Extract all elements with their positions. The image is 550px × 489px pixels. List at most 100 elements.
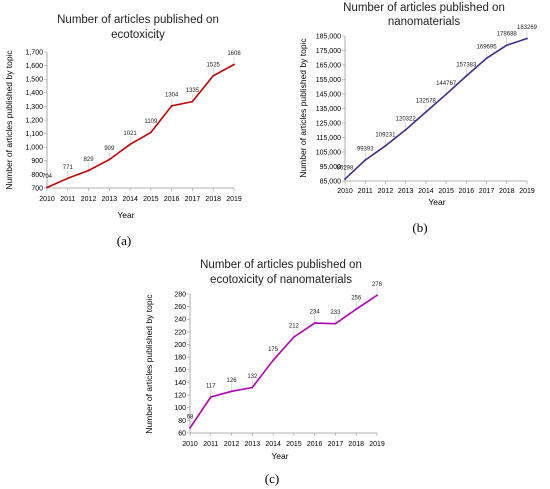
x-tick-label: 2010 [39, 196, 55, 203]
data-label: 157383 [456, 63, 477, 69]
data-point [170, 104, 173, 107]
x-tick-label: 2017 [328, 441, 344, 448]
figure-caption: (a) [117, 233, 131, 248]
data-point [344, 178, 346, 181]
y-tick-label: 1,300 [25, 104, 43, 111]
data-label: 704 [42, 174, 53, 180]
data-point [485, 57, 488, 60]
y-tick-label: 120 [174, 392, 186, 399]
y-tick-label: 1,200 [25, 117, 43, 124]
figure-caption: (c) [265, 471, 279, 486]
x-axis-title: Year [428, 197, 445, 207]
y-tick-label: 700 [31, 185, 43, 192]
series-line [189, 294, 378, 429]
data-label: 234 [310, 310, 321, 316]
data-label: 1525 [207, 62, 221, 68]
y-tick-label: 1,400 [25, 90, 43, 97]
x-tick-label: 2018 [205, 196, 221, 203]
y-tick-label: 1,700 [25, 49, 43, 56]
x-tick-label: 2019 [519, 188, 535, 195]
data-label: 278 [372, 282, 383, 288]
data-point [46, 186, 48, 189]
data-label: 1335 [186, 88, 200, 94]
data-label: 829 [84, 157, 95, 163]
y-tick-label: 200 [174, 342, 186, 349]
x-tick-label: 2012 [224, 441, 240, 448]
data-label: 183269 [517, 25, 538, 31]
data-point [445, 93, 448, 96]
chart-title-line-2: nanomaterials [388, 16, 460, 28]
x-tick-label: 2013 [245, 441, 261, 448]
data-point [230, 390, 233, 393]
series-line [46, 63, 235, 189]
x-tick-label: 2011 [358, 188, 373, 195]
data-point [292, 336, 295, 338]
y-tick-label: 155,000 [316, 77, 341, 84]
y-tick-label: 1,000 [25, 145, 43, 152]
data-point [376, 294, 378, 297]
x-tick-label: 2011 [203, 441, 218, 448]
data-label: 771 [63, 165, 74, 171]
data-label: 86298 [337, 166, 354, 172]
chart-nanomaterials: Number of articles published on nanomate… [298, 2, 538, 235]
y-tick-label: 220 [174, 329, 186, 336]
data-label: 1021 [123, 131, 137, 137]
x-tick-label: 2014 [265, 441, 281, 448]
x-tick-label: 2015 [286, 441, 302, 448]
data-label: 169695 [477, 45, 498, 51]
chart-panel-b: Number of articles published on nanomate… [278, 0, 550, 250]
y-tick-label: 135,000 [316, 106, 341, 113]
y-tick-label: 105,000 [316, 149, 341, 156]
y-tick-label: 1,500 [25, 77, 43, 84]
x-tick-label: 2013 [102, 196, 118, 203]
chart-panel-a: Number of articles published on ecotoxic… [0, 0, 270, 250]
data-point [384, 144, 387, 147]
series-line [344, 37, 528, 180]
data-point [233, 63, 235, 66]
data-point [189, 427, 191, 429]
y-tick-label: 1,600 [25, 63, 43, 70]
chart-ecotoxicity: Number of articles published on ecotoxic… [4, 14, 242, 248]
figure-caption: (b) [412, 220, 427, 235]
x-tick-label: 2017 [185, 196, 201, 203]
x-axis-title: Year [117, 210, 134, 220]
data-label: 1608 [227, 51, 241, 57]
data-point [149, 131, 152, 134]
data-label: 109231 [375, 132, 396, 138]
data-point [355, 308, 358, 311]
x-axis-title: Year [271, 451, 288, 461]
data-point [526, 37, 528, 40]
chart-title-line-1: Number of articles published on [200, 259, 362, 271]
y-tick-label: 85,000 [320, 178, 342, 185]
x-tick-label: 2017 [479, 188, 495, 195]
y-tick-label: 80 [178, 418, 186, 425]
chart-panel-c: Number of articles published on ecotoxic… [140, 250, 400, 489]
data-point [465, 75, 468, 77]
y-tick-label: 95,000 [320, 164, 342, 171]
data-label: 256 [351, 296, 362, 302]
data-label: 178688 [497, 32, 518, 38]
data-point [129, 143, 132, 146]
data-point [191, 100, 194, 103]
x-tick-label: 2011 [60, 196, 75, 203]
y-tick-label: 115,000 [316, 135, 341, 142]
y-tick-label: 100 [174, 405, 186, 412]
data-point [334, 322, 337, 325]
data-label: 233 [330, 310, 341, 316]
x-tick-label: 2018 [348, 441, 364, 448]
y-tick-label: 260 [174, 304, 186, 311]
x-tick-label: 2012 [81, 196, 97, 203]
x-tick-label: 2018 [499, 188, 515, 195]
data-point [505, 44, 508, 47]
y-tick-label: 175,000 [316, 48, 341, 55]
chart-title-line-2: ecotoxicity [111, 29, 165, 41]
x-tick-label: 2014 [122, 196, 138, 203]
data-label: 68 [187, 414, 194, 420]
data-label: 212 [289, 323, 300, 329]
y-axis-title: Number of articles published by topic [298, 38, 308, 178]
data-point [66, 177, 69, 180]
y-tick-label: 800 [31, 172, 43, 179]
y-tick-label: 145,000 [316, 91, 341, 98]
chart-title-line-1: Number of articles published on [57, 14, 219, 26]
x-tick-label: 2013 [398, 188, 414, 195]
